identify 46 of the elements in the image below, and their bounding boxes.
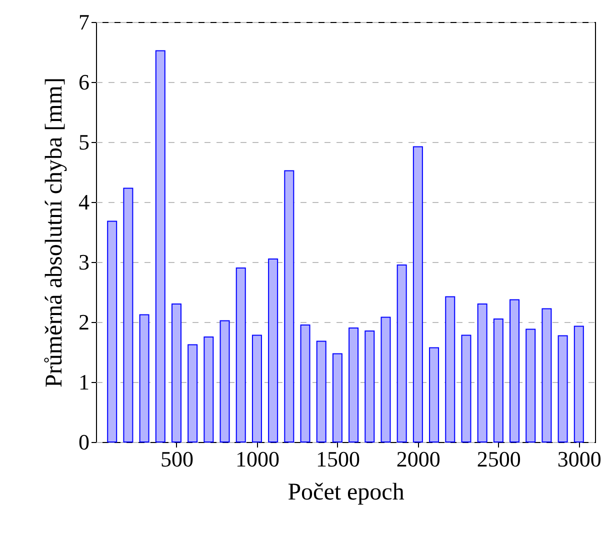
bar <box>574 326 584 442</box>
x-tick-label: 500 <box>160 446 194 472</box>
bar <box>461 334 472 442</box>
bar <box>558 335 568 442</box>
bar <box>380 316 391 442</box>
y-tick-label: 3 <box>78 250 90 274</box>
y-tick-label: 1 <box>78 370 90 394</box>
x-tick-label: 1500 <box>316 446 360 472</box>
bar <box>396 264 407 442</box>
bar <box>171 304 182 442</box>
y-tick-label: 4 <box>78 190 90 214</box>
y-tick-label: 6 <box>78 70 90 94</box>
bar <box>107 220 118 442</box>
y-tick-label: 0 <box>78 430 90 454</box>
x-tick-label: 1000 <box>235 446 280 472</box>
bar <box>526 328 536 442</box>
bar <box>188 344 198 442</box>
bar <box>284 170 294 442</box>
bar <box>364 330 375 442</box>
bar <box>123 188 134 442</box>
bar <box>348 328 359 442</box>
bar <box>268 258 278 442</box>
bar <box>316 340 326 442</box>
bar <box>542 308 552 442</box>
bar <box>332 353 342 442</box>
bar <box>429 347 440 442</box>
bar <box>155 50 166 442</box>
bar <box>300 324 310 442</box>
bar <box>139 314 150 442</box>
bar <box>412 146 423 442</box>
y-axis-title: Průměrná absolutní chyba [mm] <box>42 78 68 388</box>
x-tick-label: 2000 <box>396 446 440 472</box>
bar <box>236 268 246 442</box>
bar <box>477 304 488 442</box>
x-tick-label: 3000 <box>557 446 602 472</box>
y-tick-label: 5 <box>78 130 90 154</box>
y-tick-label: 2 <box>78 310 90 334</box>
bar <box>493 318 504 442</box>
x-axis-title: Počet epoch <box>288 480 404 506</box>
bar <box>252 334 262 442</box>
bar <box>204 336 214 442</box>
bar <box>220 320 230 442</box>
x-tick-label: 2500 <box>476 446 521 472</box>
bar <box>510 299 520 442</box>
y-tick-label: 7 <box>78 10 90 34</box>
bar <box>445 296 456 442</box>
